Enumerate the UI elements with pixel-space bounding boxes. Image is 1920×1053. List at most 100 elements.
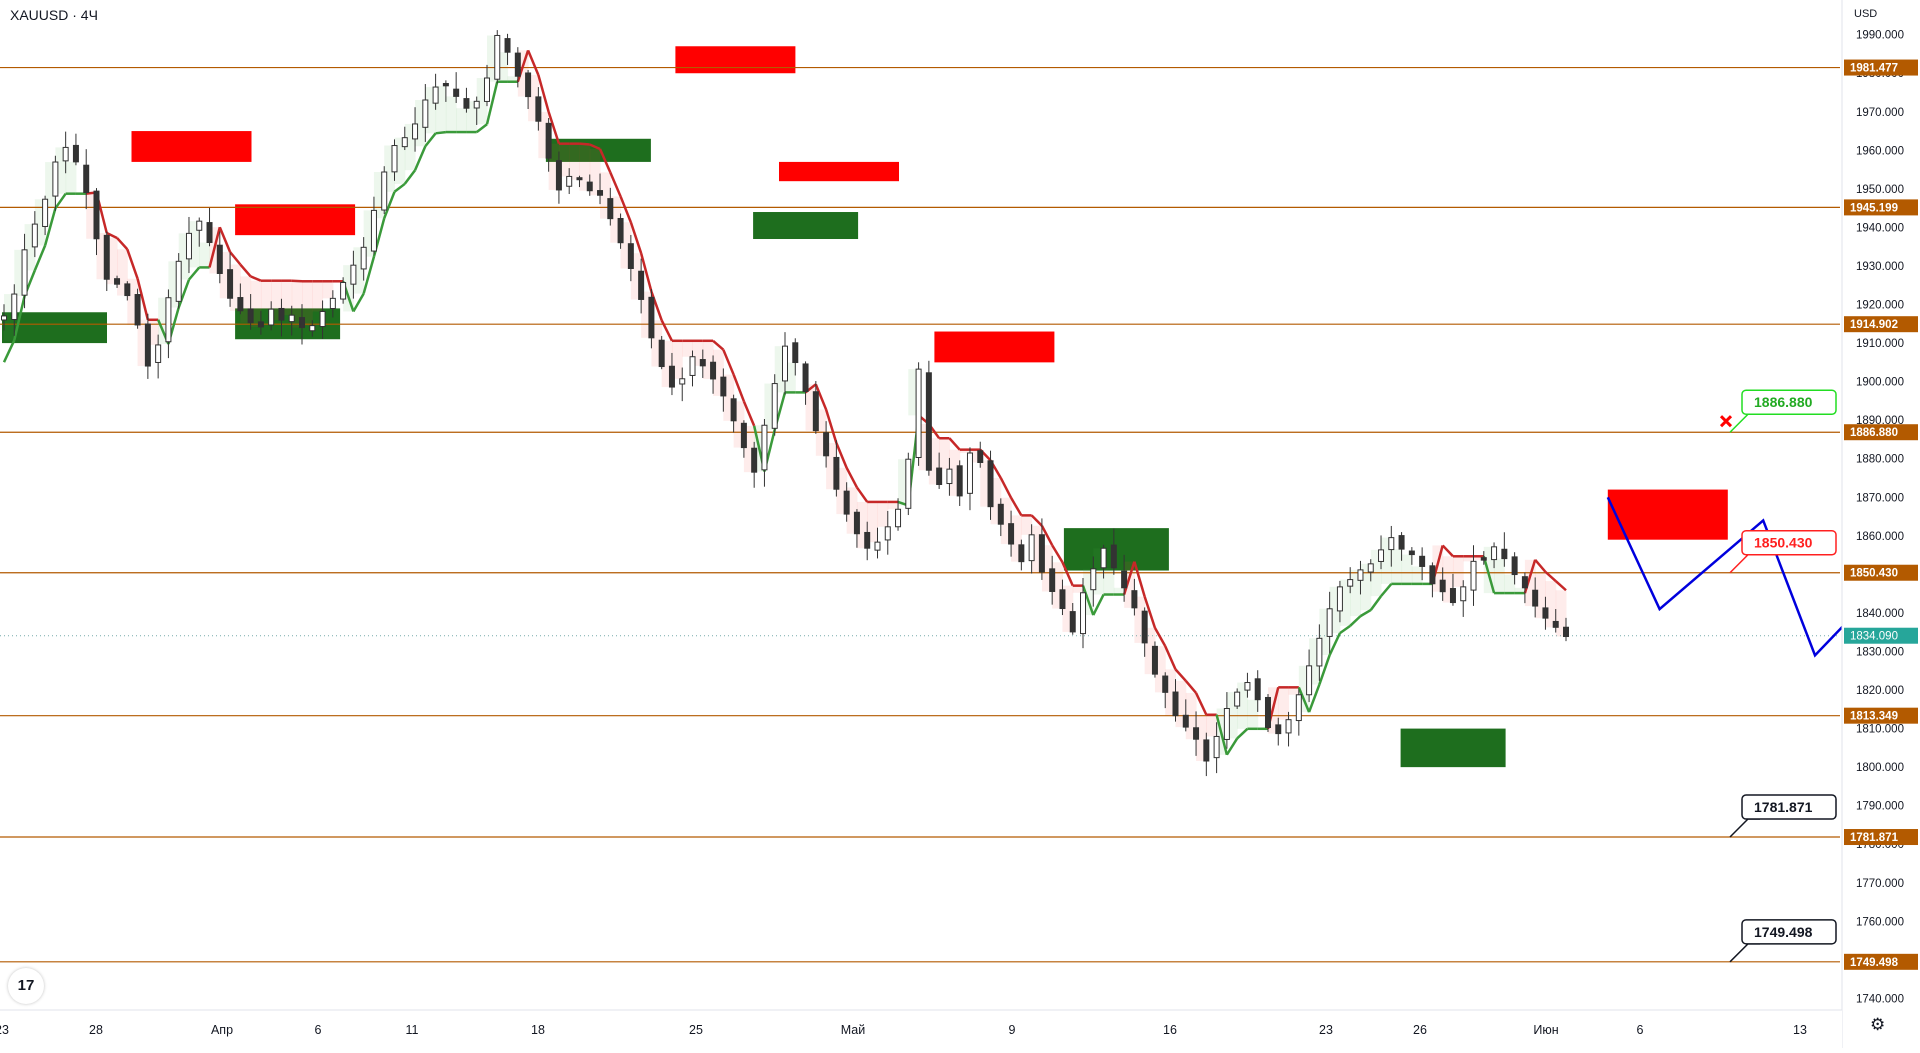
supertrend-down-segment	[1165, 646, 1175, 669]
candle-down	[1142, 611, 1147, 643]
candle-down	[1009, 524, 1014, 544]
candle-down	[1430, 566, 1435, 584]
candle-down	[135, 295, 140, 325]
candle-down	[1409, 551, 1414, 555]
price-callout-text: 1781.871	[1754, 799, 1813, 815]
supertrend-up-segment	[1237, 729, 1247, 739]
supertrend-fill	[66, 162, 77, 194]
supertrend-up-segment	[4, 340, 14, 362]
supply-zone	[235, 204, 355, 235]
candle-down	[1399, 536, 1404, 550]
candle-down	[248, 309, 253, 323]
level-price-tag-text: 1886.880	[1850, 427, 1898, 439]
candle-up	[197, 221, 202, 230]
candle-up	[1286, 720, 1291, 733]
candle-up	[341, 283, 346, 300]
supertrend-fill	[1021, 515, 1032, 534]
candle-down	[1194, 728, 1199, 739]
gear-icon[interactable]: ⚙	[1870, 1015, 1885, 1035]
candle-down	[217, 245, 222, 273]
supertrend-fill	[1278, 687, 1289, 719]
supertrend-fill	[1206, 715, 1217, 737]
candle-down	[618, 218, 623, 242]
supertrend-down-segment	[1001, 478, 1011, 498]
horizontal-levels-layer	[0, 68, 1840, 962]
candle-up	[1348, 580, 1353, 587]
supertrend-down-segment	[734, 375, 744, 402]
candle-up	[1461, 587, 1466, 601]
supertrend-up-segment	[415, 146, 425, 170]
candle-down	[1050, 569, 1055, 592]
supertrend-down-segment	[1011, 498, 1021, 516]
candle-up	[402, 138, 407, 147]
price-tick-label: 1870.000	[1856, 492, 1904, 504]
candle-down	[104, 235, 109, 279]
candle-down	[649, 297, 654, 338]
price-tick-label: 1840.000	[1856, 608, 1904, 620]
price-tick-label: 1970.000	[1856, 107, 1904, 119]
candle-down	[752, 448, 757, 472]
price-tick-label: 1940.000	[1856, 222, 1904, 234]
supertrend-down-segment	[1535, 560, 1545, 572]
candle-down	[721, 377, 726, 396]
candle-up	[32, 224, 37, 247]
supertrend-down-segment	[723, 350, 733, 375]
candle-down	[464, 99, 469, 109]
supertrend-down-segment	[127, 249, 137, 278]
candle-down	[84, 165, 89, 192]
candle-up	[63, 147, 68, 160]
candle-up	[772, 384, 777, 429]
supertrend-up-segment	[395, 184, 405, 192]
candle-down	[115, 279, 120, 285]
supertrend-down-segment	[251, 276, 261, 280]
supertrend-down-segment	[1052, 545, 1062, 562]
price-tick-label: 1900.000	[1856, 377, 1904, 389]
tradingview-logo[interactable]: 17	[8, 968, 44, 1004]
candle-down	[526, 73, 531, 97]
candle-up	[1492, 547, 1497, 560]
supertrend-up-segment	[1350, 616, 1360, 626]
supertrend-fill	[456, 108, 467, 132]
supertrend-down-segment	[240, 265, 250, 277]
candle-down	[844, 491, 849, 514]
candle-down	[587, 182, 592, 191]
candle-down	[1111, 545, 1116, 568]
supertrend-down-segment	[1556, 581, 1566, 590]
candle-up	[896, 509, 901, 526]
candle-down	[824, 433, 829, 456]
price-tick-label: 1790.000	[1856, 801, 1904, 813]
candle-down	[1204, 740, 1209, 761]
time-tick-label: Апр	[211, 1023, 233, 1037]
supertrend-up-segment	[477, 124, 487, 132]
candle-down	[1070, 612, 1075, 632]
candle-up	[269, 309, 274, 325]
supply-zone	[934, 332, 1054, 363]
supply-zone	[675, 46, 795, 73]
supertrend-fill	[312, 281, 323, 311]
price-axis: USD1740.0001750.0001760.0001770.0001780.…	[1842, 0, 1920, 1048]
time-tick-label: 26	[1413, 1023, 1427, 1037]
supertrend-fill	[939, 438, 950, 469]
time-tick-label: 9	[1009, 1023, 1016, 1037]
candle-down	[1122, 571, 1127, 588]
candle-up	[1327, 609, 1332, 637]
candle-up	[43, 199, 48, 226]
candle-up	[22, 250, 27, 295]
price-tick-label: 1800.000	[1856, 762, 1904, 774]
candle-up	[1296, 695, 1301, 721]
supertrend-up-segment	[1371, 596, 1381, 610]
supertrend-down-segment	[1186, 681, 1196, 693]
candle-down	[145, 324, 150, 366]
candle-down	[1533, 590, 1538, 606]
candle-up	[382, 172, 387, 210]
price-tick-label: 1920.000	[1856, 300, 1904, 312]
candle-down	[1163, 676, 1168, 692]
supertrend-fill	[1402, 555, 1413, 584]
time-tick-label: 6	[315, 1023, 322, 1037]
symbol-label[interactable]: XAUUSD · 4Ч	[10, 7, 98, 23]
candle-down	[669, 366, 674, 387]
supertrend-up-segment	[35, 245, 45, 270]
candle-down	[1183, 715, 1188, 727]
